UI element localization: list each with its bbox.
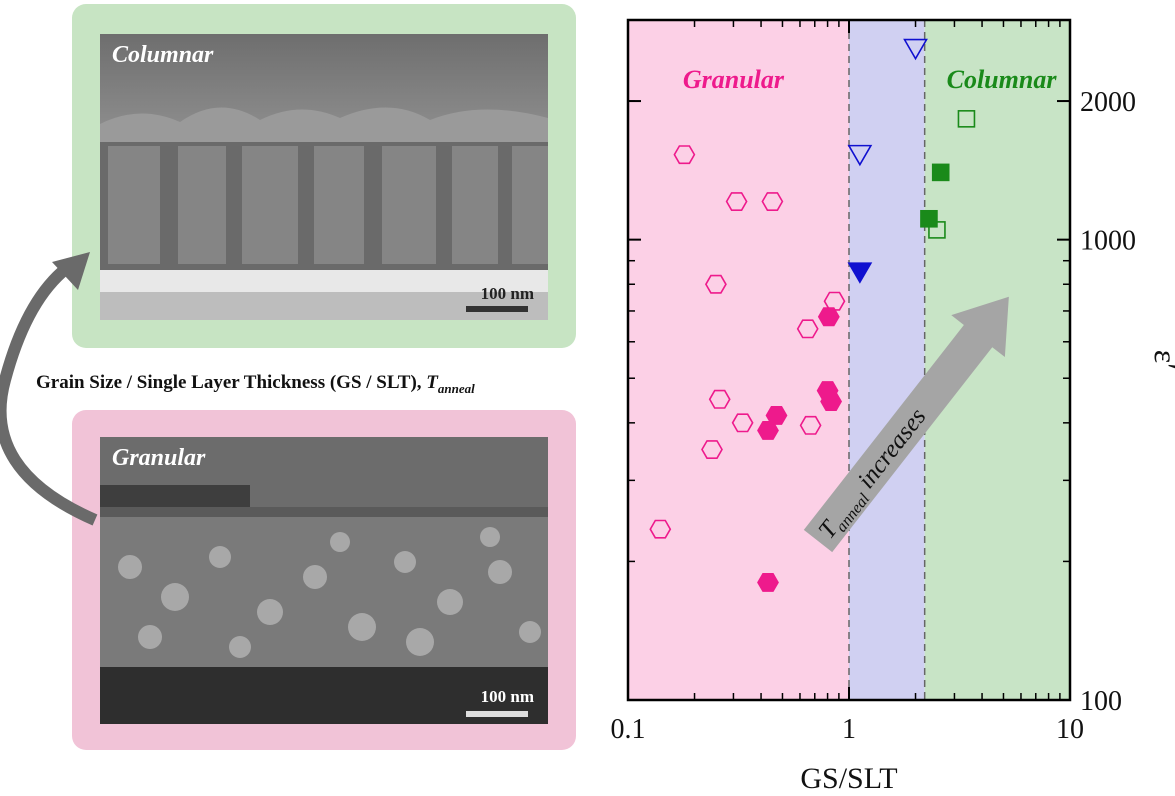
y-tick-label: 2000 (1080, 87, 1136, 118)
point-hexagon-open-5 (796, 319, 819, 339)
point-triangle-down-open-0 (903, 38, 928, 61)
point-hexagon-open-7 (731, 413, 754, 433)
x-tick-label: 0.1 (611, 714, 646, 745)
curved-arrow-head (52, 252, 90, 290)
granular-to-columnar-arrow (0, 267, 98, 526)
x-tick-label: 1 (842, 714, 856, 745)
point-hexagon-open-0 (673, 145, 696, 165)
y-tick-label: 1000 (1080, 226, 1136, 257)
granular-scale-label: 100 nm (480, 687, 534, 706)
point-hexagon-filled-4 (757, 420, 779, 440)
columnar-scale-bar (466, 306, 528, 312)
columnar-sem-image: Columnar 100 nm (100, 34, 548, 320)
region-label-2: Columnar (947, 65, 1058, 94)
gs-slt-label: Grain Size / Single Layer Thickness (GS … (36, 372, 475, 396)
point-triangle-down-open-1 (847, 144, 873, 167)
columnar-scale-label: 100 nm (480, 284, 534, 303)
region-1 (849, 20, 925, 700)
point-triangle-down-filled-0 (847, 262, 873, 284)
point-hexagon-open-8 (701, 440, 723, 460)
point-square-open-0 (957, 110, 976, 128)
y-tick-label: 100 (1080, 686, 1122, 717)
anneal-arrow-shape (803, 296, 1009, 553)
point-hexagon-filled-5 (757, 572, 779, 592)
x-axis-label: GS/SLT (800, 762, 897, 795)
point-square-filled-1 (920, 209, 938, 228)
columnar-image-label: Columnar (112, 42, 214, 68)
point-hexagon-open-10 (649, 519, 672, 539)
point-hexagon-open-9 (799, 415, 822, 435)
point-hexagon-open-4 (823, 291, 846, 311)
region-label-0: Granular (683, 65, 785, 94)
granular-image-label: Granular (112, 445, 206, 471)
point-hexagon-filled-0 (817, 307, 840, 327)
x-tick-label: 10 (1056, 714, 1084, 745)
point-hexagon-open-1 (725, 192, 748, 211)
point-hexagon-filled-2 (820, 392, 843, 412)
granular-scale-bar (466, 711, 528, 717)
y-axis-label: ε′ (1148, 350, 1175, 370)
granular-sem-image: Granular 100 nm (100, 437, 548, 724)
point-hexagon-filled-3 (765, 405, 788, 425)
point-hexagon-open-2 (761, 192, 784, 211)
region-0 (628, 20, 849, 700)
point-hexagon-open-3 (704, 274, 727, 294)
point-square-filled-0 (931, 163, 950, 182)
point-hexagon-open-6 (708, 389, 731, 409)
